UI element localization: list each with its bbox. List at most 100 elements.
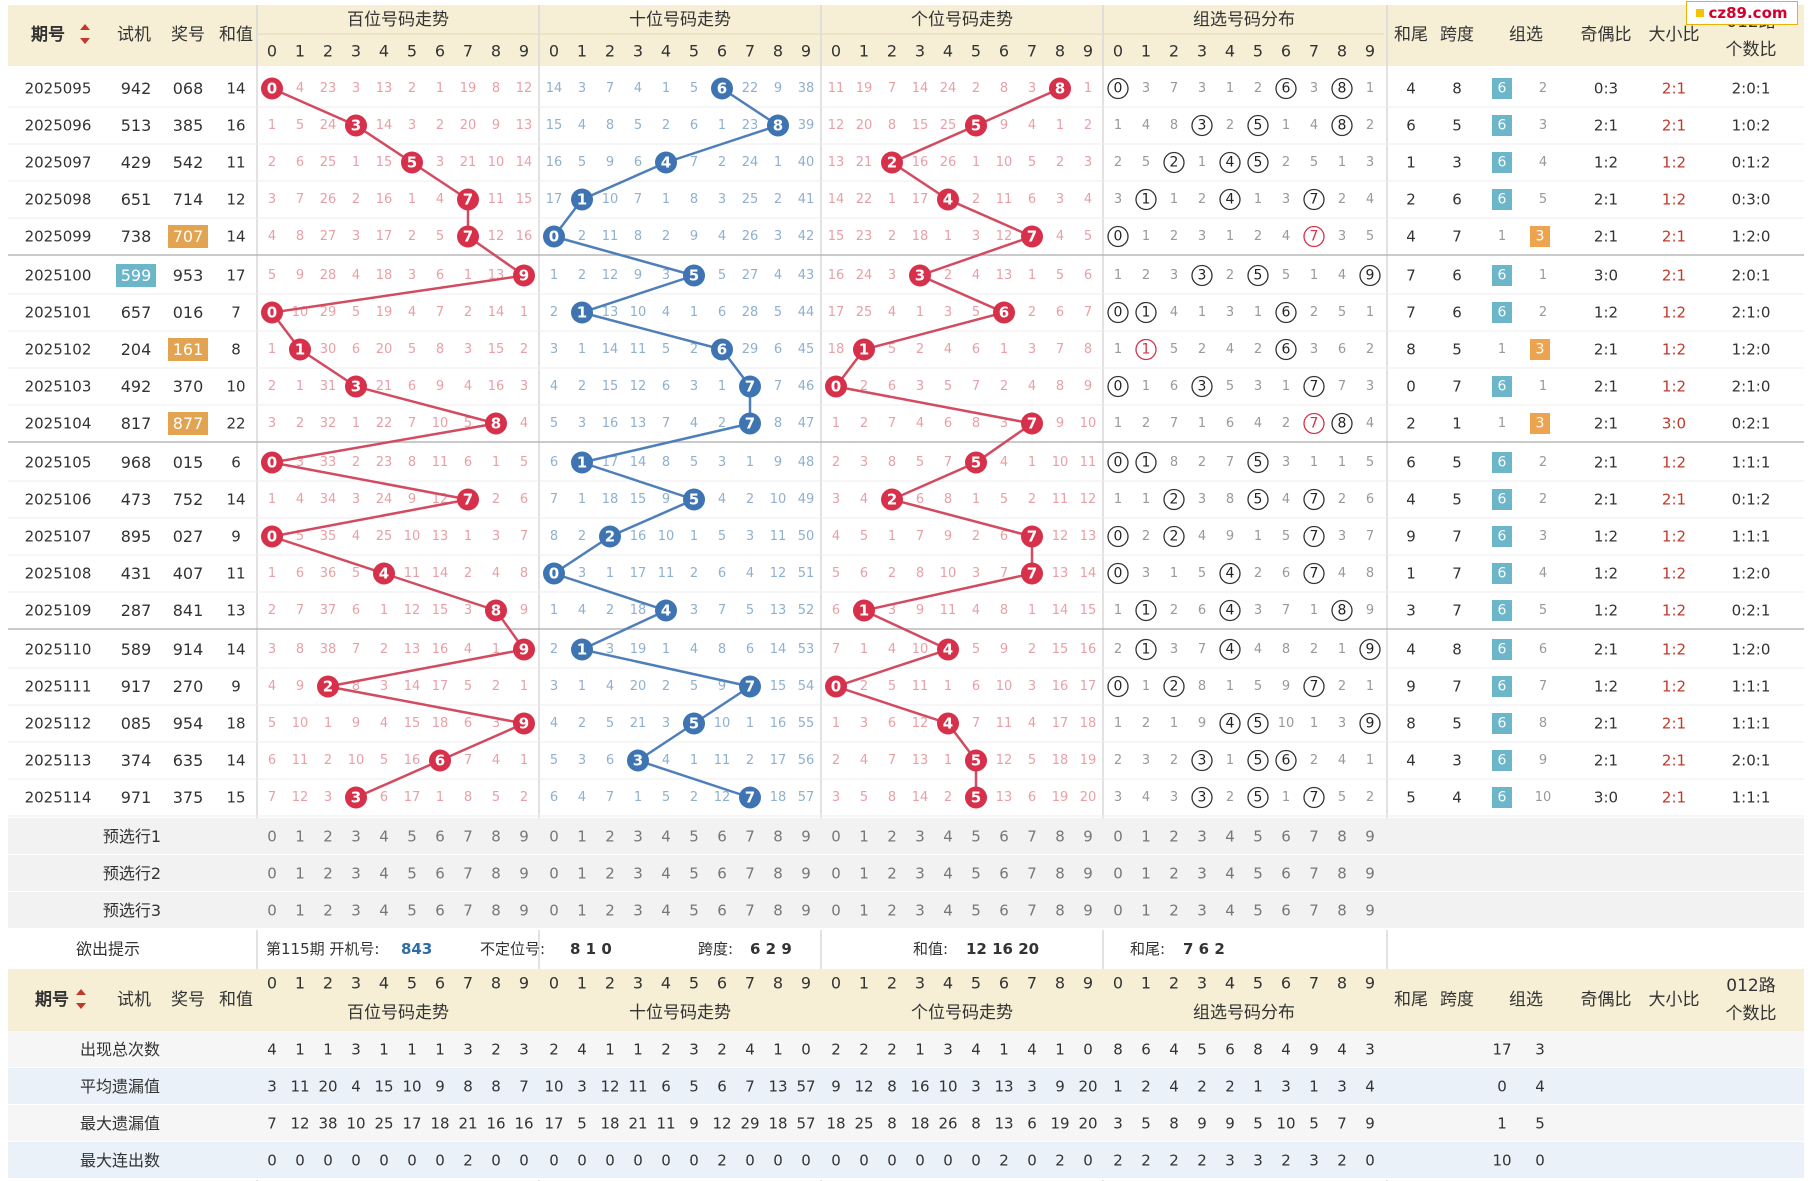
- preselect-digit[interactable]: 3: [915, 865, 925, 883]
- preselect-digit[interactable]: 1: [859, 828, 869, 846]
- preselect-digit[interactable]: 5: [1253, 865, 1263, 883]
- preselect-digit[interactable]: 0: [549, 865, 559, 883]
- site-logo[interactable]: cz89.com: [1686, 1, 1798, 25]
- preselect-digit[interactable]: 2: [1169, 828, 1179, 846]
- preselect-digit[interactable]: 3: [1197, 828, 1207, 846]
- preselect-digit[interactable]: 0: [831, 865, 841, 883]
- preselect-digit[interactable]: 8: [1337, 828, 1347, 846]
- preselect-digit[interactable]: 3: [633, 865, 643, 883]
- preselect-digit[interactable]: 2: [323, 828, 333, 846]
- preselect-digit[interactable]: 1: [295, 902, 305, 920]
- preselect-digit[interactable]: 0: [549, 828, 559, 846]
- preselect-digit[interactable]: 6: [1281, 865, 1291, 883]
- preselect-digit[interactable]: 8: [1055, 828, 1065, 846]
- preselect-digit[interactable]: 1: [1141, 902, 1151, 920]
- preselect-digit[interactable]: 3: [1197, 865, 1207, 883]
- preselect-digit[interactable]: 7: [1309, 828, 1319, 846]
- preselect-digit[interactable]: 1: [859, 865, 869, 883]
- preselect-digit[interactable]: 3: [351, 828, 361, 846]
- preselect-digit[interactable]: 2: [1169, 902, 1179, 920]
- preselect-digit[interactable]: 6: [1281, 902, 1291, 920]
- preselect-digit[interactable]: 1: [1141, 828, 1151, 846]
- preselect-digit[interactable]: 5: [407, 902, 417, 920]
- preselect-digit[interactable]: 5: [971, 865, 981, 883]
- preselect-digit[interactable]: 6: [717, 865, 727, 883]
- preselect-digit[interactable]: 4: [1225, 865, 1235, 883]
- preselect-digit[interactable]: 0: [831, 828, 841, 846]
- preselect-digit[interactable]: 4: [379, 902, 389, 920]
- preselect-digit[interactable]: 4: [661, 865, 671, 883]
- preselect-digit[interactable]: 9: [1083, 828, 1093, 846]
- preselect-digit[interactable]: 8: [773, 828, 783, 846]
- preselect-digit[interactable]: 3: [1197, 902, 1207, 920]
- preselect-digit[interactable]: 1: [577, 902, 587, 920]
- preselect-digit[interactable]: 6: [435, 828, 445, 846]
- preselect-digit[interactable]: 1: [859, 902, 869, 920]
- preselect-digit[interactable]: 0: [267, 828, 277, 846]
- preselect-digit[interactable]: 4: [379, 828, 389, 846]
- preselect-digit[interactable]: 7: [1027, 828, 1037, 846]
- preselect-digit[interactable]: 3: [633, 828, 643, 846]
- preselect-digit[interactable]: 1: [577, 828, 587, 846]
- preselect-digit[interactable]: 4: [943, 828, 953, 846]
- preselect-digit[interactable]: 1: [295, 828, 305, 846]
- preselect-digit[interactable]: 2: [1169, 865, 1179, 883]
- preselect-digit[interactable]: 0: [1113, 828, 1123, 846]
- preselect-digit[interactable]: 4: [943, 865, 953, 883]
- preselect-digit[interactable]: 4: [1225, 902, 1235, 920]
- preselect-digit[interactable]: 3: [915, 902, 925, 920]
- preselect-digit[interactable]: 7: [745, 865, 755, 883]
- preselect-digit[interactable]: 9: [801, 828, 811, 846]
- preselect-digit[interactable]: 2: [323, 865, 333, 883]
- preselect-digit[interactable]: 5: [971, 828, 981, 846]
- preselect-digit[interactable]: 3: [351, 902, 361, 920]
- preselect-digit[interactable]: 9: [801, 865, 811, 883]
- preselect-digit[interactable]: 2: [887, 828, 897, 846]
- preselect-digit[interactable]: 7: [745, 828, 755, 846]
- preselect-digit[interactable]: 7: [1309, 902, 1319, 920]
- preselect-digit[interactable]: 1: [577, 865, 587, 883]
- preselect-digit[interactable]: 5: [1253, 828, 1263, 846]
- preselect-digit[interactable]: 5: [689, 865, 699, 883]
- preselect-digit[interactable]: 6: [999, 902, 1009, 920]
- preselect-digit[interactable]: 5: [971, 902, 981, 920]
- preselect-digit[interactable]: 7: [1027, 865, 1037, 883]
- preselect-digit[interactable]: 8: [491, 828, 501, 846]
- preselect-digit[interactable]: 3: [633, 902, 643, 920]
- preselect-digit[interactable]: 0: [267, 865, 277, 883]
- preselect-digit[interactable]: 8: [773, 902, 783, 920]
- preselect-digit[interactable]: 7: [463, 865, 473, 883]
- preselect-digit[interactable]: 9: [1083, 865, 1093, 883]
- preselect-digit[interactable]: 5: [1253, 902, 1263, 920]
- preselect-digit[interactable]: 0: [831, 902, 841, 920]
- preselect-digit[interactable]: 6: [999, 828, 1009, 846]
- preselect-digit[interactable]: 2: [887, 865, 897, 883]
- preselect-digit[interactable]: 4: [661, 828, 671, 846]
- preselect-digit[interactable]: 8: [1337, 902, 1347, 920]
- preselect-digit[interactable]: 8: [1055, 865, 1065, 883]
- preselect-digit[interactable]: 2: [323, 902, 333, 920]
- preselect-digit[interactable]: 2: [605, 902, 615, 920]
- preselect-digit[interactable]: 4: [1225, 828, 1235, 846]
- preselect-digit[interactable]: 8: [1055, 902, 1065, 920]
- preselect-digit[interactable]: 4: [943, 902, 953, 920]
- preselect-digit[interactable]: 8: [1337, 865, 1347, 883]
- preselect-digit[interactable]: 5: [689, 902, 699, 920]
- preselect-digit[interactable]: 9: [519, 865, 529, 883]
- preselect-digit[interactable]: 9: [801, 902, 811, 920]
- preselect-digit[interactable]: 5: [689, 828, 699, 846]
- preselect-digit[interactable]: 0: [1113, 865, 1123, 883]
- preselect-digit[interactable]: 9: [1083, 902, 1093, 920]
- preselect-digit[interactable]: 7: [463, 902, 473, 920]
- preselect-digit[interactable]: 9: [519, 902, 529, 920]
- preselect-digit[interactable]: 7: [1309, 865, 1319, 883]
- preselect-digit[interactable]: 0: [267, 902, 277, 920]
- preselect-digit[interactable]: 6: [717, 902, 727, 920]
- preselect-digit[interactable]: 2: [605, 828, 615, 846]
- preselect-digit[interactable]: 4: [379, 865, 389, 883]
- preselect-digit[interactable]: 5: [407, 828, 417, 846]
- preselect-digit[interactable]: 5: [407, 865, 417, 883]
- preselect-digit[interactable]: 3: [351, 865, 361, 883]
- preselect-digit[interactable]: 6: [435, 865, 445, 883]
- preselect-digit[interactable]: 6: [717, 828, 727, 846]
